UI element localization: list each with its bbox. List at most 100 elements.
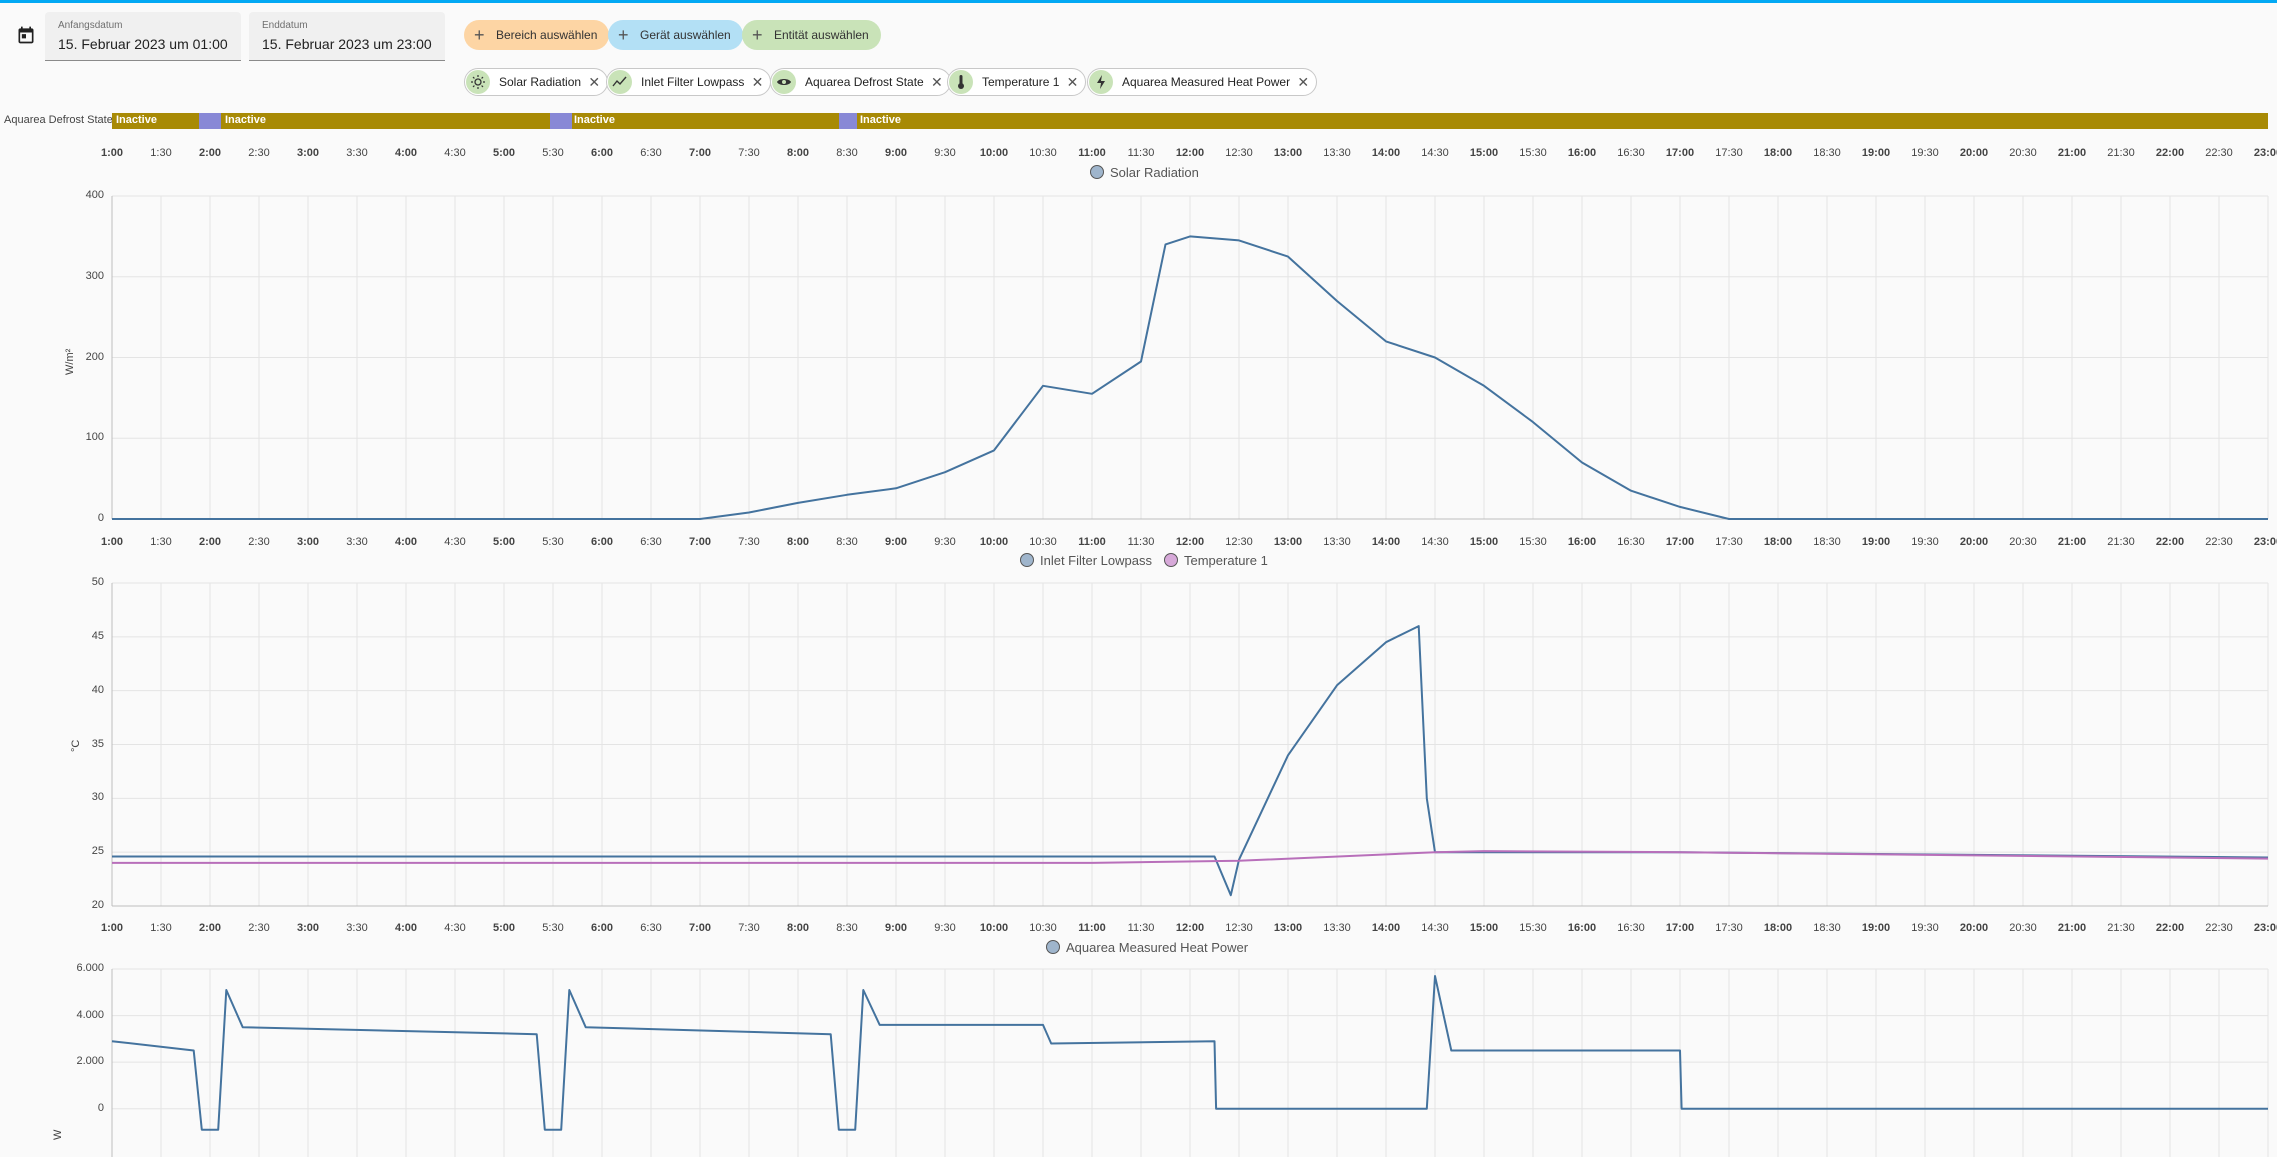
legend-label: Solar Radiation xyxy=(1110,165,1199,180)
x-tick-label: 3:30 xyxy=(346,536,368,548)
x-tick-label: 18:00 xyxy=(1763,147,1793,159)
x-tick-label: 22:30 xyxy=(2205,922,2233,934)
x-tick-label: 13:00 xyxy=(1273,922,1303,934)
x-tick-label: 22:30 xyxy=(2205,536,2233,548)
close-icon[interactable]: ✕ xyxy=(751,74,764,90)
y-tick-label: 300 xyxy=(85,269,104,282)
x-tick-label: 1:30 xyxy=(150,536,172,548)
chip-aquarea-defrost-state[interactable]: Aquarea Defrost State ✕ xyxy=(770,68,951,96)
x-tick-label: 3:00 xyxy=(296,147,320,159)
x-tick-label: 15:30 xyxy=(1519,536,1547,548)
x-tick-label: 16:00 xyxy=(1567,147,1597,159)
x-tick-label: 6:30 xyxy=(640,536,662,548)
chip-aquarea-measured-heat-power[interactable]: Aquarea Measured Heat Power ✕ xyxy=(1087,68,1318,96)
x-tick-label: 2:00 xyxy=(198,536,222,548)
x-tick-label: 8:30 xyxy=(836,922,858,934)
timeline-state-text: Inactive xyxy=(116,114,157,126)
legend-item[interactable]: Aquarea Measured Heat Power xyxy=(1046,940,1248,955)
x-tick-label: 10:30 xyxy=(1029,922,1057,934)
calendar-icon[interactable] xyxy=(16,25,36,45)
x-tick-label: 9:30 xyxy=(934,922,956,934)
x-tick-label: 8:30 xyxy=(836,147,858,159)
timeline-entity-label: Aquarea Defrost State xyxy=(4,114,113,126)
timeline-active-segment[interactable] xyxy=(839,113,857,129)
x-tick-label: 20:00 xyxy=(1959,536,1989,548)
x-tick-label: 7:00 xyxy=(688,147,712,159)
x-tick-label: 6:00 xyxy=(590,147,614,159)
choose-area-button[interactable]: + Bereich auswählen xyxy=(464,20,610,50)
x-tick-label: 9:00 xyxy=(884,922,908,934)
close-icon[interactable]: ✕ xyxy=(1066,74,1079,90)
y-tick-label: 200 xyxy=(85,350,104,363)
x-tick-label: 22:00 xyxy=(2155,922,2185,934)
x-tick-label: 7:00 xyxy=(688,536,712,548)
legend-dot xyxy=(1164,553,1178,567)
x-tick-label: 14:30 xyxy=(1421,536,1449,548)
choose-device-label: Gerät auswählen xyxy=(640,28,731,42)
x-tick-label: 12:30 xyxy=(1225,922,1253,934)
legend-label: Inlet Filter Lowpass xyxy=(1040,553,1152,568)
legend-item[interactable]: Temperature 1 xyxy=(1164,553,1268,568)
x-tick-label: 16:30 xyxy=(1617,147,1645,159)
close-icon[interactable]: ✕ xyxy=(931,74,943,90)
start-date-field[interactable]: Anfangsdatum 15. Februar 2023 um 01:00 xyxy=(45,12,241,61)
chip-label: Temperature 1 xyxy=(982,75,1060,89)
x-tick-label: 11:00 xyxy=(1078,147,1106,159)
x-tick-label: 4:00 xyxy=(394,536,418,548)
x-tick-label: 5:00 xyxy=(492,147,516,159)
x-tick-label: 12:00 xyxy=(1175,922,1205,934)
thermometer-icon xyxy=(949,70,973,94)
start-date-value: 15. Februar 2023 um 01:00 xyxy=(58,36,228,52)
x-tick-label: 2:00 xyxy=(198,147,222,159)
x-tick-label: 5:00 xyxy=(492,536,516,548)
x-tick-label: 18:00 xyxy=(1763,922,1793,934)
y-tick-label: 35 xyxy=(91,737,104,750)
x-tick-label: 8:00 xyxy=(786,147,810,159)
timeline-active-segment[interactable] xyxy=(550,113,572,129)
plus-icon: + xyxy=(752,25,763,45)
y-tick-label: 50 xyxy=(91,576,104,588)
x-tick-label: 11:30 xyxy=(1127,147,1155,159)
y-tick-label: 6.000 xyxy=(76,962,104,974)
x-tick-label: 2:30 xyxy=(248,922,270,934)
y-tick-label: 25 xyxy=(91,845,104,858)
x-tick-label: 3:00 xyxy=(296,536,320,548)
y-tick-label: 100 xyxy=(85,431,104,444)
choose-device-button[interactable]: + Gerät auswählen xyxy=(608,20,743,50)
y-tick-label: 20 xyxy=(91,899,104,911)
series-line-temperature-1 xyxy=(112,850,2269,864)
x-tick-label: 8:00 xyxy=(786,536,810,548)
end-date-field[interactable]: Enddatum 15. Februar 2023 um 23:00 xyxy=(249,12,445,61)
choose-entity-button[interactable]: + Entität auswählen xyxy=(742,20,881,50)
x-tick-label: 3:30 xyxy=(346,147,368,159)
timeline-bar[interactable]: Inactive Inactive Inactive Inactive xyxy=(112,113,2268,129)
chip-solar-radiation[interactable]: Solar Radiation ✕ xyxy=(464,68,609,96)
x-tick-label: 11:30 xyxy=(1127,922,1155,934)
timeline-active-segment[interactable] xyxy=(199,113,221,129)
x-tick-label: 17:00 xyxy=(1665,147,1695,159)
y-tick-label: 30 xyxy=(91,791,104,804)
y-tick-label: 4.000 xyxy=(76,1008,104,1021)
chip-inlet-filter-lowpass[interactable]: Inlet Filter Lowpass ✕ xyxy=(606,68,772,96)
legend-label: Temperature 1 xyxy=(1184,553,1268,568)
x-tick-label: 12:30 xyxy=(1225,536,1253,548)
x-tick-label: 13:00 xyxy=(1273,147,1303,159)
close-icon[interactable]: ✕ xyxy=(1297,74,1310,90)
chip-temperature-1[interactable]: Temperature 1 ✕ xyxy=(947,68,1087,96)
chip-label: Aquarea Measured Heat Power xyxy=(1122,75,1291,89)
x-tick-label: 2:30 xyxy=(248,147,270,159)
x-tick-label: 21:30 xyxy=(2107,922,2135,934)
close-icon[interactable]: ✕ xyxy=(588,74,601,90)
x-tick-label: 4:30 xyxy=(444,536,466,548)
x-tick-label: 10:00 xyxy=(979,922,1009,934)
x-tick-label: 21:00 xyxy=(2057,536,2087,548)
y-tick-label: 0 xyxy=(97,1101,104,1114)
x-tick-label: 10:30 xyxy=(1029,147,1057,159)
x-tick-label: 3:00 xyxy=(296,922,320,934)
x-tick-label: 4:00 xyxy=(394,922,418,934)
x-tick-label: 20:30 xyxy=(2009,536,2037,548)
legend-item[interactable]: Solar Radiation xyxy=(1090,165,1199,180)
y-tick-label: 40 xyxy=(91,683,104,696)
legend-item[interactable]: Inlet Filter Lowpass xyxy=(1020,553,1152,568)
